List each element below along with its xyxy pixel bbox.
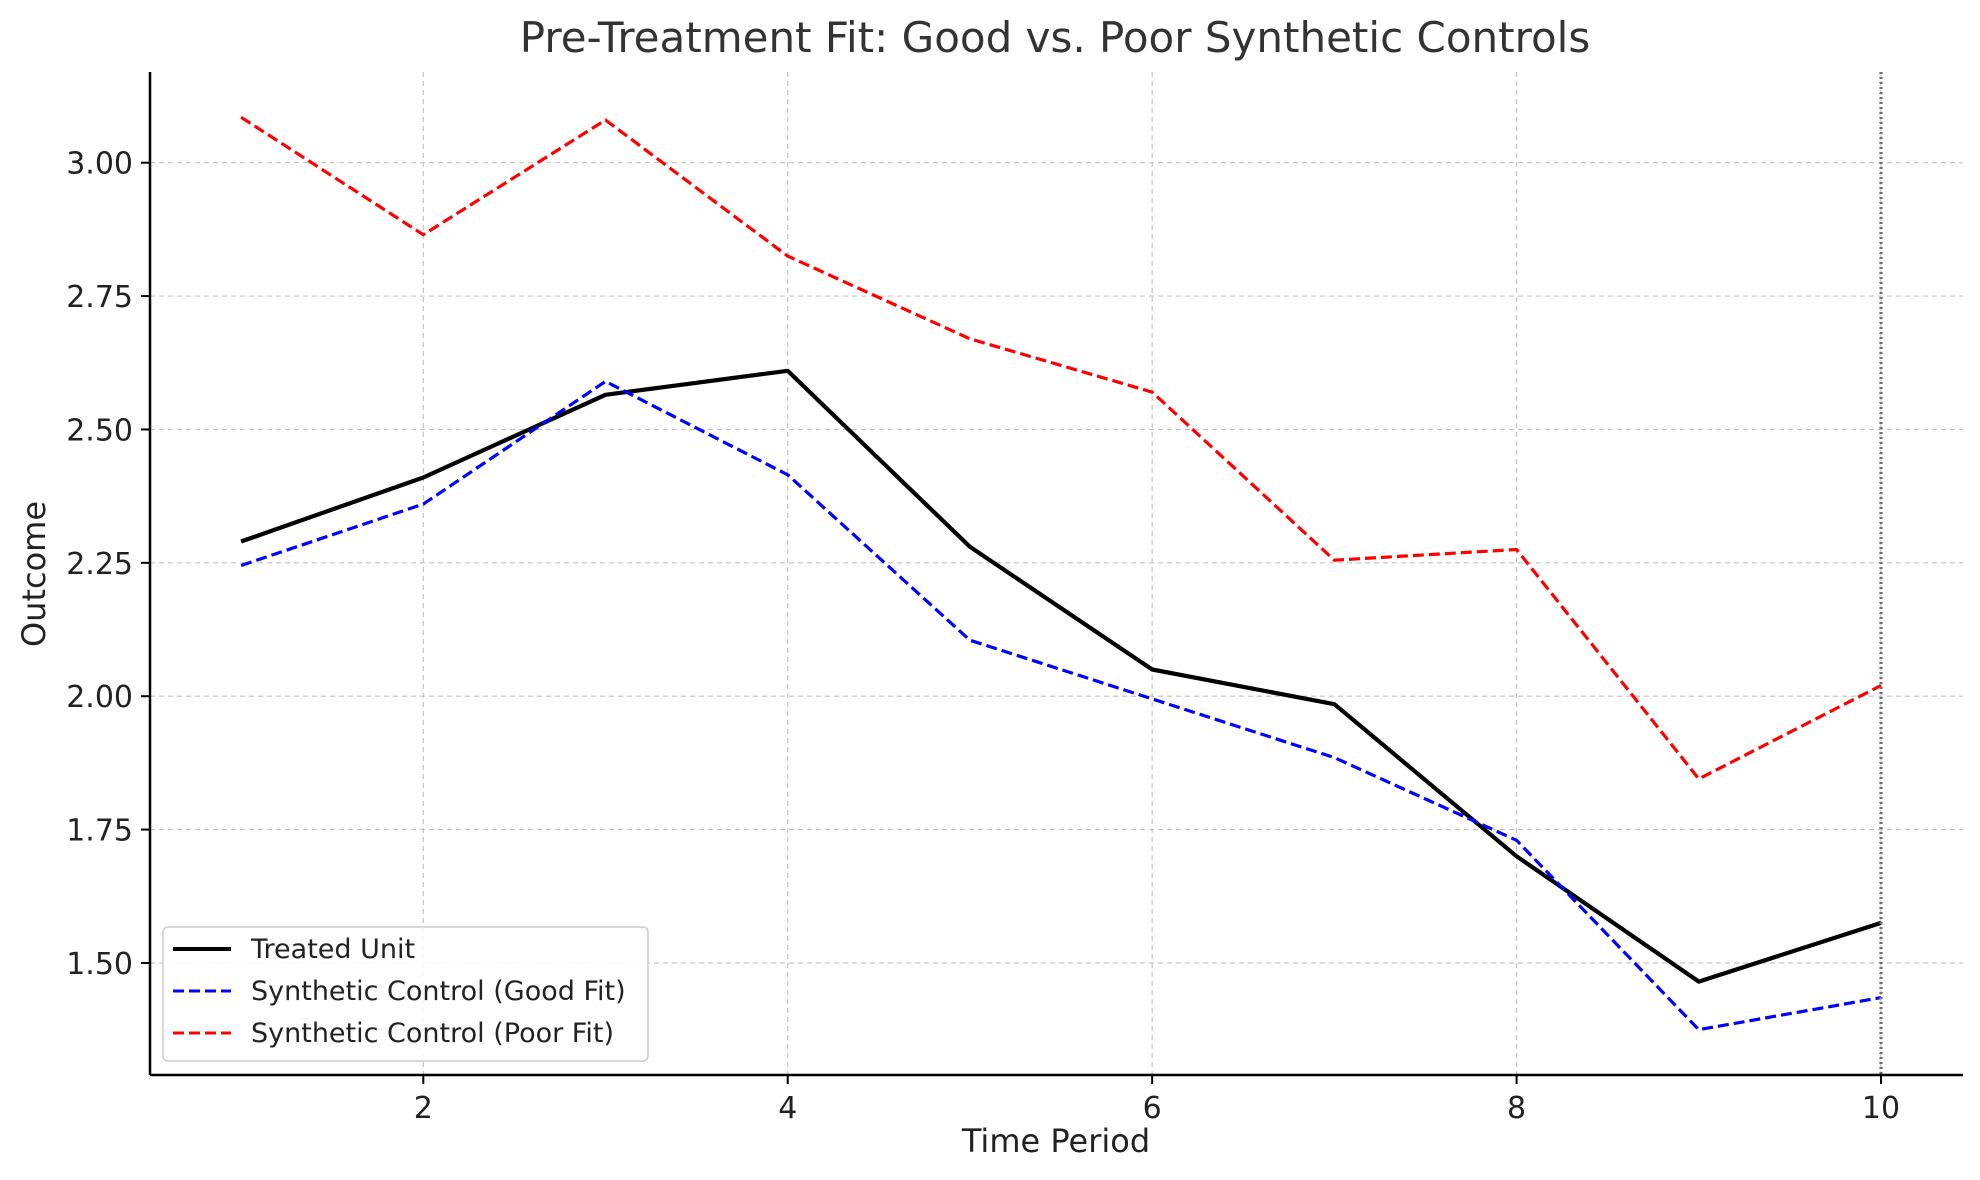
y-tick-label: 2.25 [66,547,133,582]
legend-item-treated-unit: Treated Unit [173,934,415,965]
y-tick-label: 2.00 [66,680,133,715]
legend-label-treated-unit: Treated Unit [250,934,415,965]
y-tick-label: 1.75 [66,814,133,849]
y-tick-label: 3.00 [66,147,133,182]
x-tick-label: 8 [1507,1091,1526,1126]
series-lines [240,115,1882,1032]
legend-label-poor-fit: Synthetic Control (Poor Fit) [251,1018,614,1049]
legend-label-good-fit: Synthetic Control (Good Fit) [251,976,626,1007]
x-tick-label: 10 [1862,1091,1900,1126]
legend-frame [162,926,649,1062]
x-tick-label: 4 [778,1091,797,1126]
y-tick-label: 2.75 [66,280,133,315]
series-line-poor-fit [240,115,1882,781]
x-tick-label: 6 [1143,1091,1162,1126]
legend-item-poor-fit: Synthetic Control (Poor Fit) [173,1018,614,1049]
ticks: 2 4 6 8 10 1.50 1.75 2.00 2.25 2.50 2.75 3.00 [66,147,1900,1126]
series-line-good-fit [240,379,1882,1032]
y-axis-label: Outcome [15,501,53,647]
x-tick-label: 2 [414,1091,433,1126]
chart-title: Pre-Treatment Fit: Good vs. Poor Synthet… [520,13,1590,62]
y-tick-label: 1.50 [66,947,133,982]
x-axis-label: Time Period [961,1122,1150,1160]
series-line-treated-unit [240,368,1882,984]
y-tick-label: 2.50 [66,413,133,448]
axes [148,72,1963,1077]
legend-item-good-fit: Synthetic Control (Good Fit) [173,976,626,1007]
legend: Treated Unit Synthetic Control (Good Fit… [162,926,649,1062]
